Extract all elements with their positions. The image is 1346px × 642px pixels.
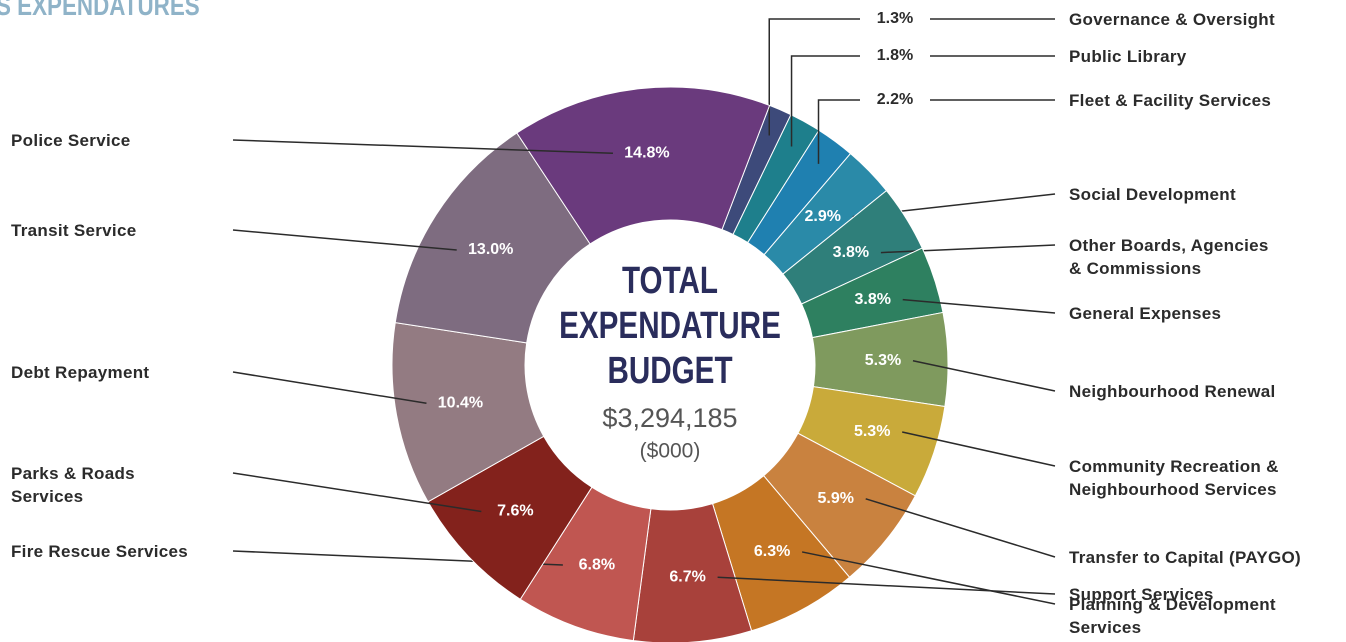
category-label: Transit Service [11,221,137,240]
value-label: 10.4% [438,394,483,411]
value-label: 6.3% [754,543,790,560]
leader-line [902,431,1056,467]
category-label: Public Library [1069,47,1187,66]
leader-line [232,229,457,251]
category-label: Fire Rescue Services [11,542,189,561]
value-label: 2.9% [805,208,841,225]
category-label: Fleet & Facility Services [1069,91,1272,110]
category-label: Parks & Roads Services [11,464,135,506]
leader-line [801,551,1056,605]
leader-line [232,371,427,405]
leader-line [717,576,1056,595]
category-label: General Expenses [1069,304,1222,323]
category-label: Support Services [1069,585,1214,604]
center-title-line: TOTAL [622,260,718,302]
center-title: TOTAL EXPENDATURE BUDGET [559,260,781,392]
category-label: Police Service [11,131,131,150]
category-label: Planning & Development Services [1069,595,1276,637]
leader-line [902,298,1056,314]
value-label: 5.3% [865,352,901,369]
leader-line [817,99,860,164]
value-label: 5.3% [854,423,890,440]
value-label: 7.6% [497,503,533,520]
leader-line [865,498,1056,558]
center-value: $3,294,185 [602,403,737,433]
value-label: 6.7% [669,568,705,585]
category-label: Transfer to Capital (PAYGO) [1069,548,1301,567]
leader-line [912,359,1056,392]
leader-line [232,139,613,154]
category-label: Social Development [1069,185,1236,204]
value-label: 1.8% [877,47,913,64]
page-title: S EXPENDATURES [0,0,200,21]
center-unit: ($000) [640,440,701,463]
leader-line [232,472,482,513]
value-label: 2.2% [877,91,913,108]
donut-slice [516,86,771,245]
center-title-line: BUDGET [607,350,732,392]
value-label: 5.9% [817,490,853,507]
category-label: Community Recreation & Neighbourhood Ser… [1069,457,1279,499]
value-label: 3.8% [854,291,890,308]
leader-line [880,244,1056,254]
value-label: 14.8% [624,144,669,161]
value-label: 1.3% [877,10,913,27]
leader-line [768,18,860,136]
center-title-line: EXPENDATURE [559,305,781,347]
value-label: 13.0% [468,241,513,258]
category-label: Debt Repayment [11,363,150,382]
value-label: 3.8% [833,244,869,261]
leader-line [790,55,860,147]
category-label: Neighbourhood Renewal [1069,382,1276,401]
category-label: Other Boards, Agencies & Commissions [1069,236,1269,278]
category-label: Governance & Oversight [1069,10,1275,29]
value-label: 6.8% [579,556,615,573]
